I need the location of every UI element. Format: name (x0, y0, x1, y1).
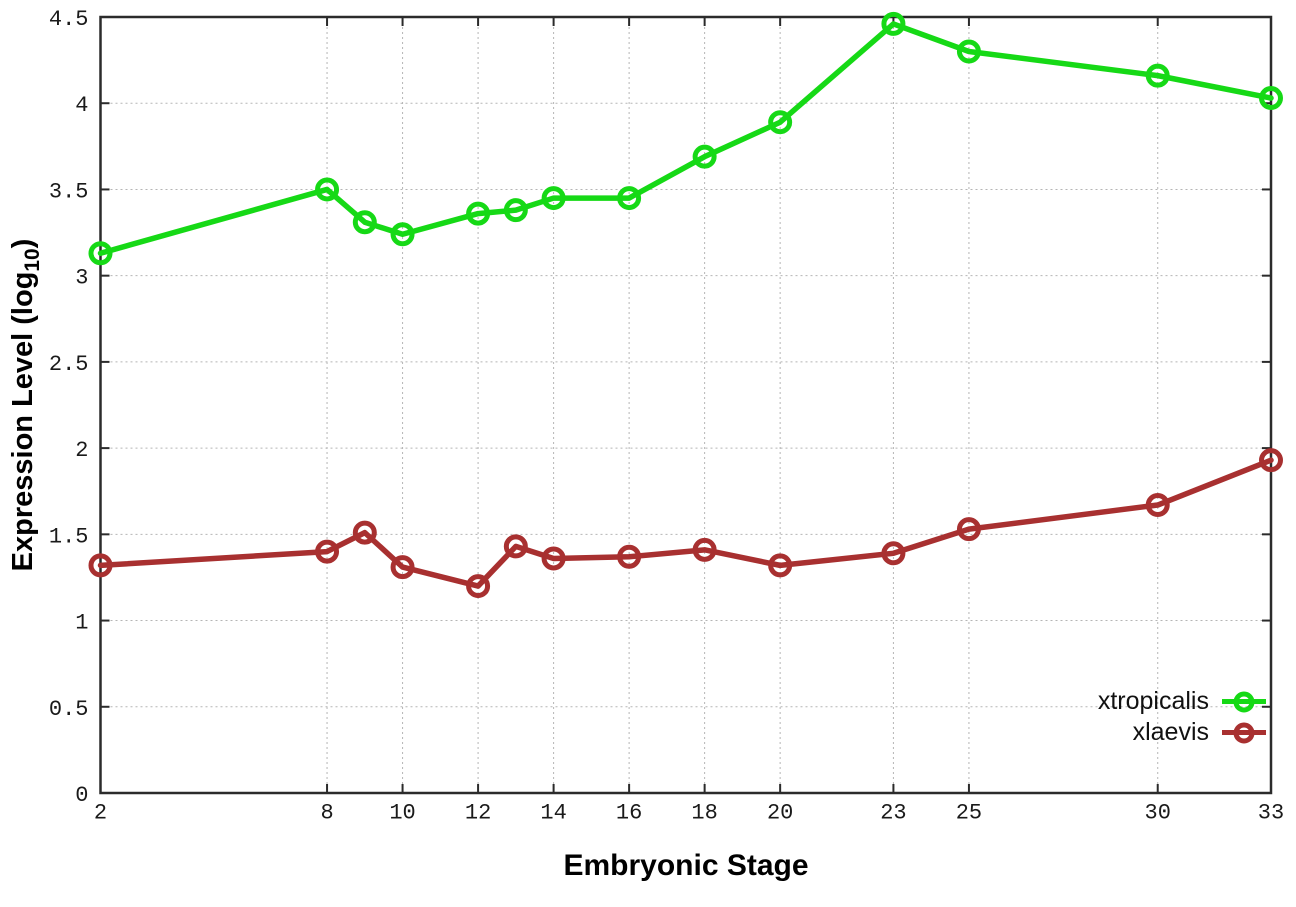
data-point-xlaevis (1259, 448, 1283, 473)
y-axis-title-subscript: 10 (20, 248, 44, 272)
data-point-xlaevis (692, 537, 717, 562)
data-point-xtropicalis (541, 186, 566, 211)
y-tick-label: 3.5 (49, 179, 89, 204)
data-point-xlaevis (466, 574, 491, 599)
data-point-xlaevis (956, 517, 981, 542)
x-tick-label: 14 (540, 800, 566, 825)
data-point-xlaevis (503, 534, 528, 559)
data-point-xtropicalis (390, 222, 415, 247)
legend-circle-marker-icon (1233, 722, 1255, 743)
x-tick-label: 20 (767, 800, 793, 825)
data-point-xtropicalis (1259, 86, 1283, 111)
y-axis-title-close: ) (7, 238, 40, 249)
plot-border (99, 15, 1273, 795)
x-tick-label: 23 (880, 800, 906, 825)
data-point-xlaevis (768, 553, 793, 578)
y-axis-title-text: Expression Level (log (7, 271, 40, 572)
x-axis-title: Embryonic Stage (563, 849, 809, 882)
y-tick-label: 4.5 (49, 7, 89, 32)
legend-label-xlaevis: xlaevis (1132, 718, 1209, 746)
x-tick-label: 2 (94, 800, 107, 825)
data-point-xlaevis (352, 520, 377, 545)
x-tick-label: 25 (956, 800, 982, 825)
legend-marker-xtropicalis (1222, 689, 1266, 715)
data-point-xlaevis (881, 541, 906, 566)
x-tick-label: 18 (691, 800, 717, 825)
data-point-xtropicalis (503, 198, 528, 223)
y-axis-title: Expression Level (log10) (7, 239, 45, 572)
y-tick-label: 0.5 (49, 697, 89, 722)
x-tick-label: 33 (1258, 800, 1284, 825)
y-tick-label: 2 (75, 438, 88, 463)
data-point-xtropicalis (692, 144, 717, 169)
legend-item-xlaevis: xlaevis (1098, 717, 1266, 748)
data-point-xlaevis (1145, 493, 1170, 518)
x-tick-label: 30 (1145, 800, 1171, 825)
data-point-xlaevis (617, 544, 642, 569)
data-point-xtropicalis (768, 110, 793, 135)
legend-label-xtropicalis: xtropicalis (1097, 687, 1209, 715)
legend-marker-xlaevis (1222, 720, 1266, 746)
legend: xtropicalis xlaevis (1098, 686, 1266, 748)
data-point-xtropicalis (1145, 63, 1170, 88)
x-tick-label: 16 (616, 800, 642, 825)
data-point-xtropicalis (956, 39, 981, 64)
data-point-xlaevis (390, 555, 415, 580)
y-tick-label: 4 (75, 93, 88, 118)
data-point-xlaevis (88, 553, 113, 578)
data-point-xtropicalis (617, 186, 642, 211)
data-point-xtropicalis (315, 177, 340, 202)
y-tick-label: 3 (75, 266, 88, 291)
y-tick-label: 2.5 (49, 352, 89, 377)
y-tick-label: 1 (75, 611, 88, 636)
data-point-xlaevis (541, 546, 566, 571)
data-point-xtropicalis (88, 241, 113, 266)
series-line-xtropicalis (97, 21, 1274, 256)
data-point-xtropicalis (881, 11, 906, 36)
series-line-xlaevis (97, 457, 1274, 589)
data-point-xtropicalis (466, 201, 491, 226)
y-tick-label: 1.5 (49, 524, 89, 549)
y-tick-label: 0 (75, 783, 88, 808)
legend-circle-marker-icon (1233, 691, 1255, 712)
x-tick-label: 8 (320, 800, 333, 825)
data-point-xlaevis (315, 539, 340, 564)
data-point-xtropicalis (352, 210, 377, 235)
x-tick-label: 12 (465, 800, 491, 825)
legend-item-xtropicalis: xtropicalis (1098, 686, 1266, 717)
x-tick-label: 10 (389, 800, 415, 825)
